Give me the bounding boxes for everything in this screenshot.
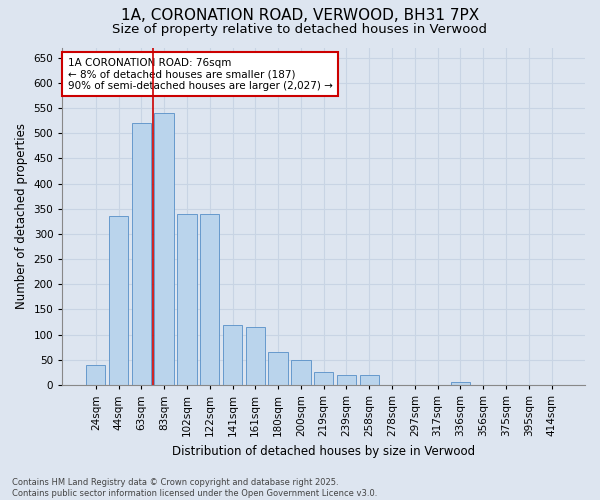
Bar	[451, 382, 470, 385]
Text: Contains HM Land Registry data © Crown copyright and database right 2025.
Contai: Contains HM Land Registry data © Crown c…	[12, 478, 377, 498]
Bar	[291, 360, 311, 385]
Text: 1A, CORONATION ROAD, VERWOOD, BH31 7PX: 1A, CORONATION ROAD, VERWOOD, BH31 7PX	[121, 8, 479, 22]
Bar	[268, 352, 288, 385]
Bar	[154, 113, 174, 385]
Y-axis label: Number of detached properties: Number of detached properties	[15, 124, 28, 310]
Bar	[109, 216, 128, 385]
Bar	[314, 372, 334, 385]
Text: Size of property relative to detached houses in Verwood: Size of property relative to detached ho…	[113, 22, 487, 36]
Bar	[223, 324, 242, 385]
Bar	[359, 375, 379, 385]
Bar	[337, 375, 356, 385]
Bar	[86, 365, 106, 385]
Bar	[131, 123, 151, 385]
Bar	[245, 327, 265, 385]
Bar	[177, 214, 197, 385]
Bar	[200, 214, 220, 385]
X-axis label: Distribution of detached houses by size in Verwood: Distribution of detached houses by size …	[172, 444, 475, 458]
Text: 1A CORONATION ROAD: 76sqm
← 8% of detached houses are smaller (187)
90% of semi-: 1A CORONATION ROAD: 76sqm ← 8% of detach…	[68, 58, 332, 91]
